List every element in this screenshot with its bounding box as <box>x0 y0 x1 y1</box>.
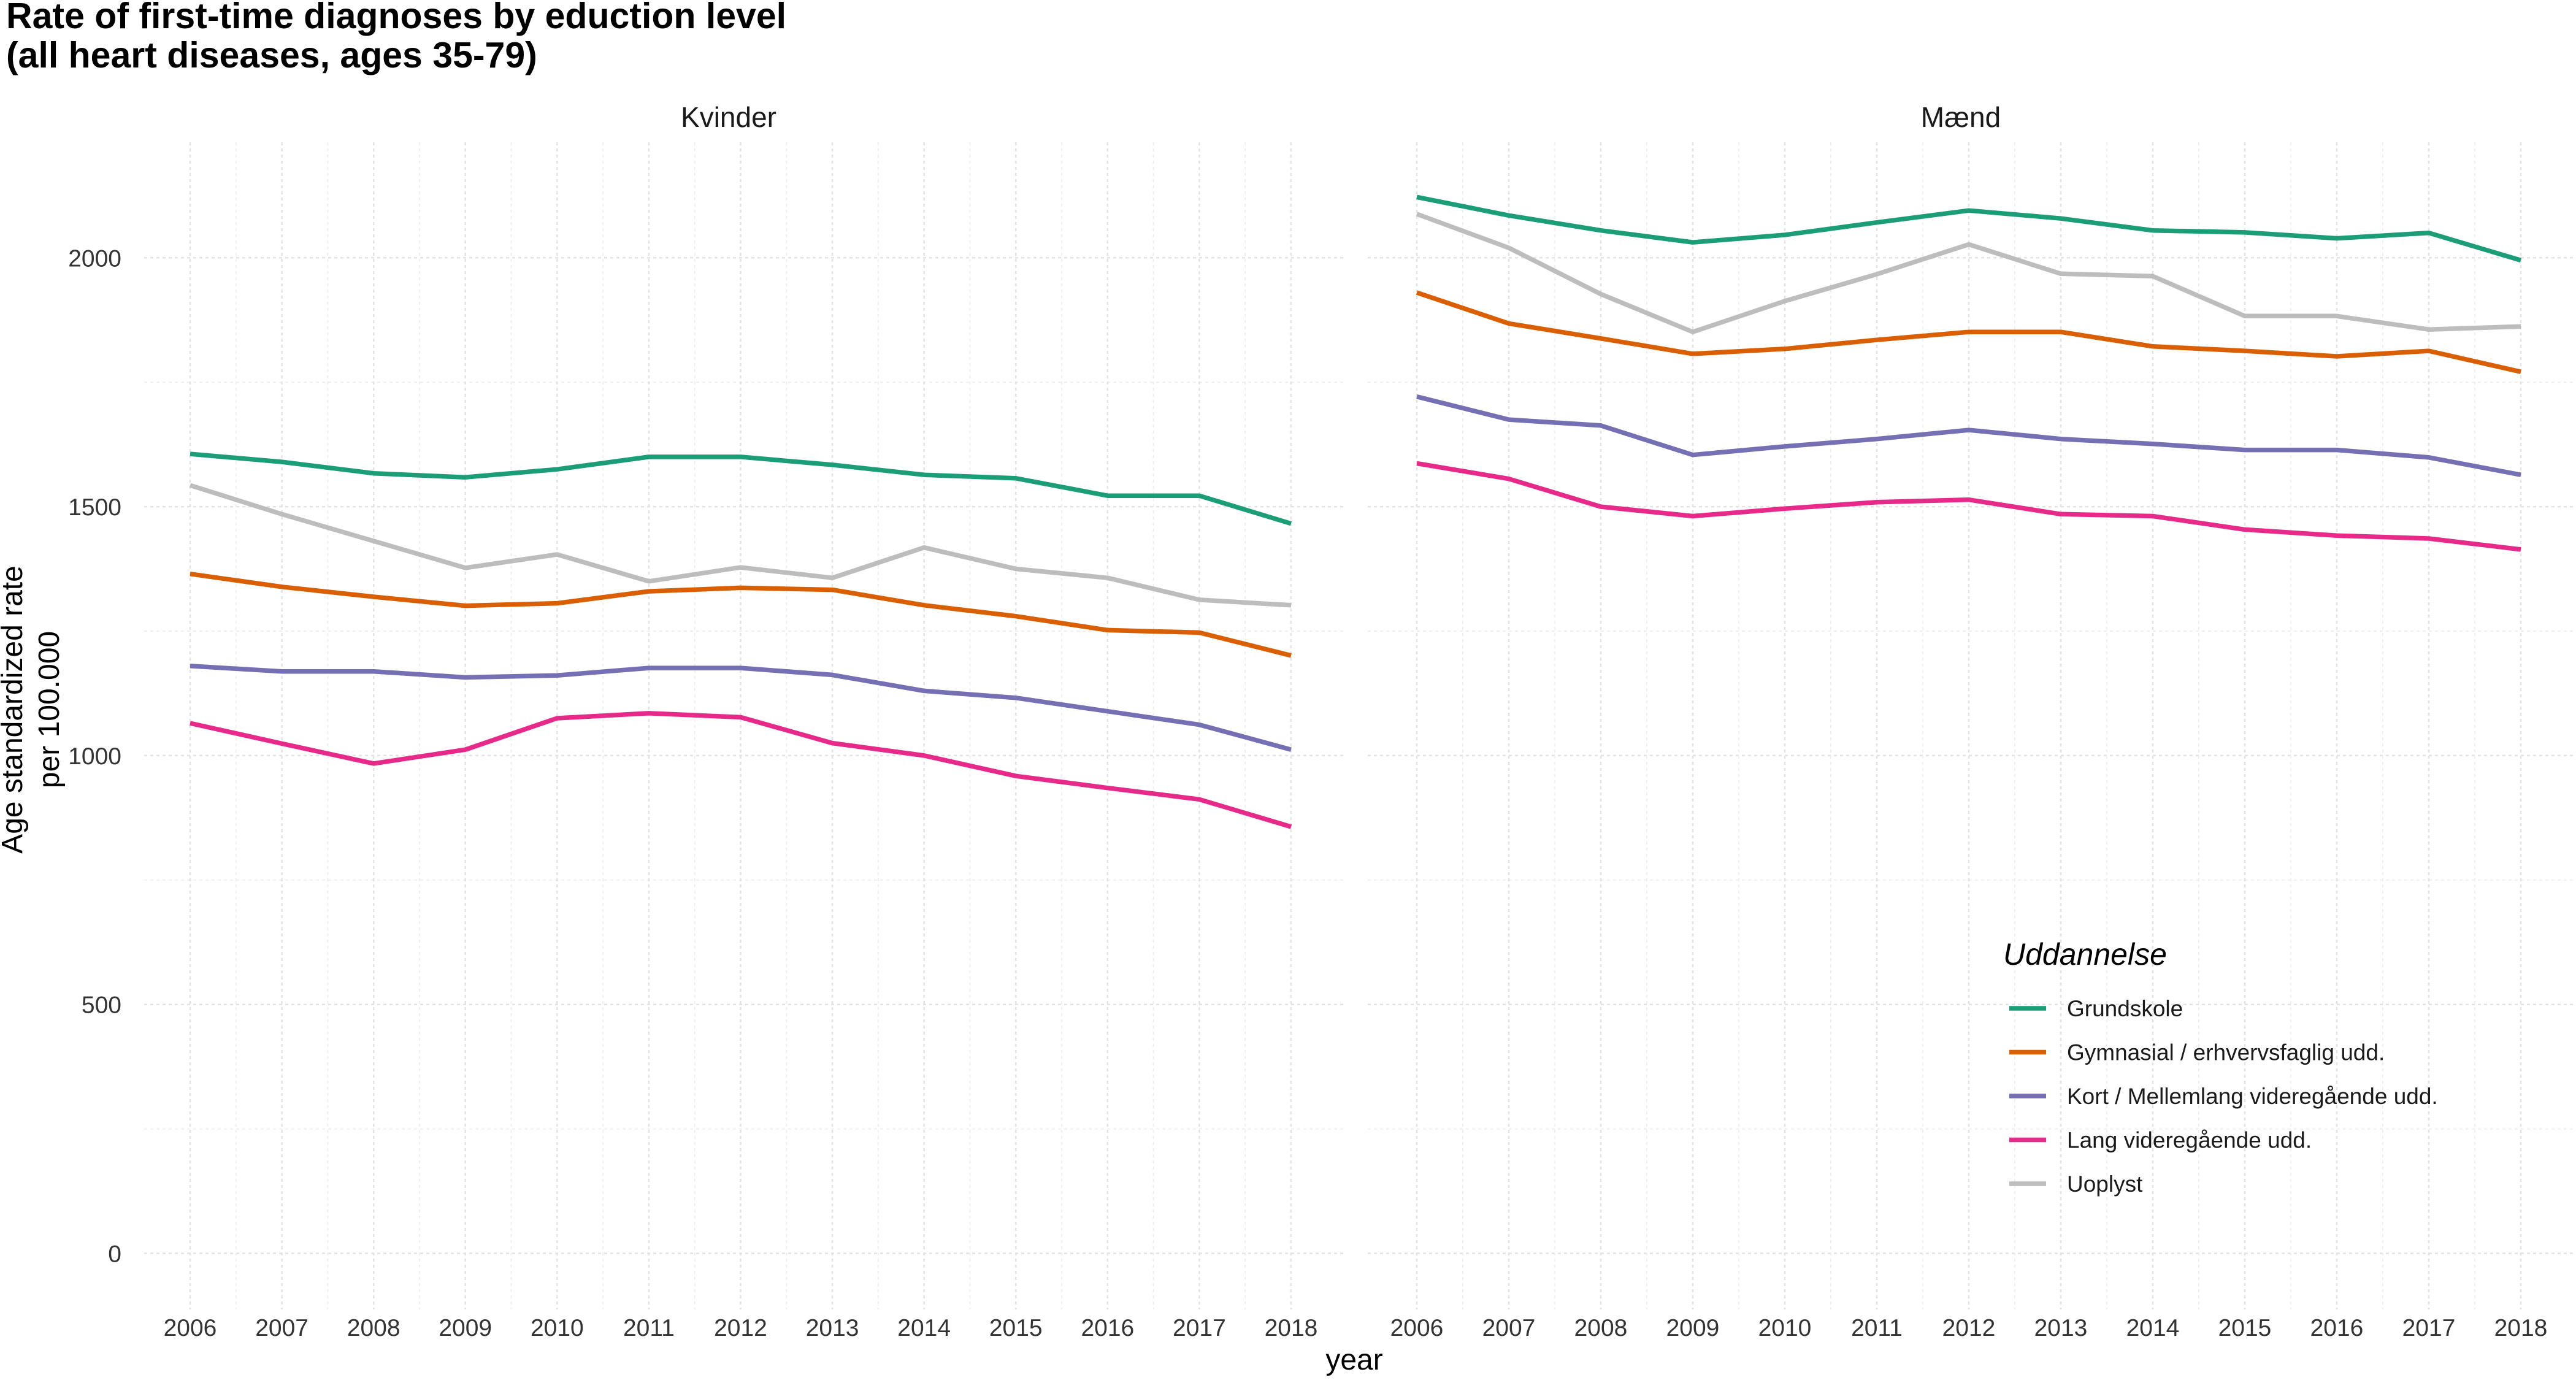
x-tick-label: 2013 <box>2034 1315 2088 1341</box>
lines-maend <box>1416 194 2522 552</box>
x-tick-label: 2016 <box>2310 1315 2364 1341</box>
chart-title-line1: Rate of first-time diagnoses by eduction… <box>6 0 786 36</box>
x-tick-label: 2008 <box>347 1315 401 1341</box>
y-tick-label: 1000 <box>68 743 121 770</box>
x-tick-label: 2011 <box>1851 1315 1903 1341</box>
series-line-uoplyst <box>189 483 1292 608</box>
legend-title: Uddannelse <box>2003 937 2167 972</box>
x-tick-label: 2016 <box>1081 1315 1134 1341</box>
x-tick-label: 2009 <box>439 1315 492 1341</box>
x-tick-label: 2018 <box>1265 1315 1318 1341</box>
x-tick-label: 2006 <box>164 1315 217 1341</box>
x-tick-label: 2014 <box>2126 1315 2180 1341</box>
series-line-gymnasial-erhvervsfaglig-udd <box>190 571 1292 658</box>
x-axis-ticks-maend: 2006 2007 2008 2009 2010 2011 2012 2013 2014 2015… <box>1390 1315 2548 1341</box>
series-line-lang-viderega-ende-udd <box>1416 461 2521 552</box>
legend-label-gymnasial-erhvervsfaglig-udd: Gymnasial / erhvervsfaglig udd. <box>2067 1040 2385 1065</box>
lines-kvinder <box>189 451 1292 829</box>
y-tick-label: 0 <box>108 1241 121 1268</box>
x-tick-label: 2015 <box>2218 1315 2272 1341</box>
legend-items: Grundskole Gymnasial / erhvervsfaglig udd… <box>2009 996 2438 1197</box>
panel-label-kvinder: Kvinder <box>681 101 776 133</box>
x-tick-label: 2009 <box>1666 1315 1720 1341</box>
y-tick-label: 500 <box>82 992 121 1019</box>
x-tick-label: 2017 <box>2402 1315 2456 1341</box>
x-tick-label: 2012 <box>1942 1315 1996 1341</box>
x-tick-label: 2010 <box>531 1315 584 1341</box>
series-line-grundskole <box>190 451 1292 526</box>
y-tick-label: 1500 <box>68 494 121 521</box>
x-tick-label: 2017 <box>1173 1315 1226 1341</box>
x-tick-label: 2006 <box>1390 1315 1444 1341</box>
y-axis-title-line1: Age standardized rate <box>0 565 29 854</box>
panel-maend: Mænd <box>1368 101 2573 1309</box>
series-line-uoplyst <box>1416 212 2521 334</box>
series-line-lang-viderega-ende-udd <box>190 711 1292 829</box>
grid-kvinder <box>144 142 1344 1309</box>
x-tick-label: 2013 <box>806 1315 859 1341</box>
series-line-grundskole <box>1416 194 2522 263</box>
x-tick-label: 2011 <box>623 1315 675 1341</box>
x-tick-label: 2012 <box>714 1315 767 1341</box>
legend-label-lang-viderega-ende-udd: Lang videregående udd. <box>2067 1128 2312 1153</box>
y-axis-ticks: 0 500 1000 1500 2000 <box>68 245 121 1267</box>
x-tick-label: 2015 <box>989 1315 1043 1341</box>
x-tick-label: 2007 <box>255 1315 309 1341</box>
panel-kvinder: Kvinder <box>144 101 1344 1309</box>
grid-maend <box>1368 142 2573 1309</box>
x-tick-label: 2007 <box>1482 1315 1536 1341</box>
legend-label-uoplyst: Uoplyst <box>2067 1171 2143 1197</box>
chart-title-line2: (all heart diseases, ages 35-79) <box>6 35 537 75</box>
x-axis-ticks-kvinder: 2006 2007 2008 2009 2010 2011 2012 2013 2014 2015… <box>164 1315 1318 1341</box>
y-axis-title-line2: per 100.000 <box>33 631 66 788</box>
y-tick-label: 2000 <box>68 245 121 272</box>
x-tick-label: 2010 <box>1758 1315 1812 1341</box>
x-tick-label: 2014 <box>897 1315 951 1341</box>
series-line-kort-mellemlang-viderega-ende-udd <box>1416 394 2521 477</box>
legend-label-kort-mellemlang-viderega-ende-udd: Kort / Mellemlang videregående udd. <box>2067 1084 2438 1109</box>
legend-label-grundskole: Grundskole <box>2067 996 2183 1021</box>
panel-label-maend: Mænd <box>1921 101 2001 133</box>
x-tick-label: 2018 <box>2494 1315 2548 1341</box>
series-line-kort-mellemlang-viderega-ende-udd <box>190 664 1292 752</box>
x-tick-label: 2008 <box>1574 1315 1628 1341</box>
legend: Uddannelse Grundskole Gymnasial / erhverv… <box>2003 937 2438 1197</box>
series-line-gymnasial-erhvervsfaglig-udd <box>1416 290 2521 374</box>
x-axis-title: year <box>1325 1344 1382 1376</box>
